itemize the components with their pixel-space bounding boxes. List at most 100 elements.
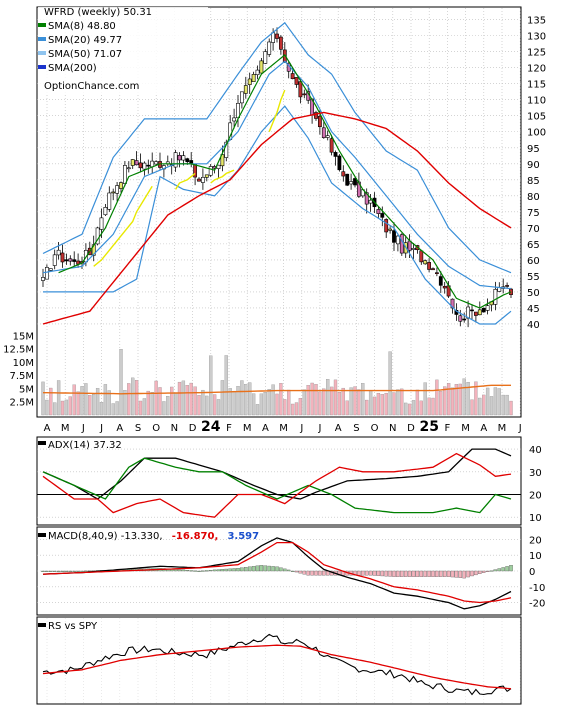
candle-body [72,259,77,262]
macd-histogram-bar [442,570,447,577]
price-tick-label: 80 [527,192,540,203]
price-legend: WFRD (weekly) 50.31 SMA(8) 48.80 SMA(20)… [38,7,208,95]
volume-bar [435,379,439,416]
time-axis-label: M [61,423,70,434]
price-tick-label: 120 [527,64,546,75]
time-axis-label: O [152,423,160,434]
macd-histogram-bar [384,570,388,577]
volume-bar [209,355,213,416]
candle-body [259,60,264,74]
volume-bar [45,399,49,416]
candle-body [224,141,229,158]
macd-histogram-bar [407,570,412,577]
volume-bar [205,395,209,416]
volume-bar [158,387,162,416]
candle-body [56,249,61,256]
price-tick-label: 110 [527,96,546,107]
volume-bar [95,388,100,416]
macd-histogram-bar [388,570,392,577]
macd-histogram-bar [220,569,225,572]
candle-body [208,166,213,176]
macd-histogram-bar [197,570,201,572]
candle-body [419,250,424,263]
candle-body [173,152,178,168]
candle-body [317,115,322,128]
time-axis-label: J [318,423,322,434]
time-axis-label: O [371,423,379,434]
price-tick-label: 45 [527,304,540,315]
volume-bar [224,355,228,416]
candle-body [368,199,373,204]
macd-histogram-bar [56,570,61,572]
candle-body [107,192,112,210]
volume-bar [212,394,217,416]
macd-tick-label: 20 [529,535,542,546]
candle-body [232,117,237,122]
macd-histogram-bar [314,570,318,576]
candle-body [477,309,482,316]
candle-body [321,127,326,138]
volume-bar [454,384,459,416]
volume-bar [251,393,256,416]
macd-histogram-bar [60,570,65,572]
volume-bar [388,351,392,416]
macd-histogram-bar [49,570,53,572]
candle-body [411,247,416,250]
macd-histogram-bar [306,570,310,576]
bollinger-upper-line [42,21,512,274]
candle-body [216,164,221,169]
macd-value-main: MACD(8,40,9) -13.330, [48,531,163,542]
time-axis-label: D [189,423,197,434]
volume-tick-label: 7.5M [9,371,34,382]
time-axis-label: A [116,423,123,434]
macd-histogram-bar [403,570,408,577]
time-axis-label: M [279,423,288,434]
legend-label-sma50: SMA(50) 71.07 [48,49,122,60]
macd-histogram-bar [244,567,248,572]
macd-histogram-bar [489,570,494,572]
volume-bar [439,391,443,416]
volume-bar [271,384,275,416]
volume-bar [181,380,186,416]
time-axis-label: F [445,423,451,434]
price-tick-label: 50 [527,288,540,299]
volume-bar [380,394,384,416]
price-tick-label: 115 [527,80,546,91]
time-axis-label: J [518,423,522,434]
volume-bar [427,397,431,416]
volume-bar [415,389,420,416]
candle-body [423,260,428,265]
candle-body [442,285,447,289]
chart-title: WFRD (weekly) 50.31 [44,7,152,18]
parabolic-sar-line [210,169,235,184]
candle-body [341,171,346,177]
candle-body [473,311,478,316]
time-axis-label: M [461,423,470,434]
time-axis-label: A [480,423,487,434]
adx-tick-label: 40 [529,445,542,456]
time-axis-label: A [262,423,269,434]
time-axis-label: M [498,423,507,434]
volume-tick-label: 10M [13,358,34,369]
macd-histogram-bar [450,570,455,578]
candle-body [325,135,330,138]
volume-bar [177,381,182,416]
candle-body [240,91,244,104]
parabolic-sar-line [268,89,286,132]
candle-body [349,181,354,185]
legend-label-sma200: SMA(200) [48,63,97,74]
volume-bar [431,397,435,416]
volume-tick-label: 2.5M [9,398,34,409]
macd-histogram-bar [267,565,271,572]
volume-bar [411,400,416,416]
volume-bar [60,400,65,416]
volume-bar [505,394,509,416]
macd-histogram-bar [427,570,431,577]
candle-body [119,182,123,189]
price-tick-label: 75 [527,208,540,219]
volume-bar [368,390,373,416]
macd-histogram-bar [205,570,209,572]
volume-bar [232,390,236,416]
macd-panel: 20 10 0 -10 -20 [37,535,545,610]
volume-bar [76,391,80,416]
